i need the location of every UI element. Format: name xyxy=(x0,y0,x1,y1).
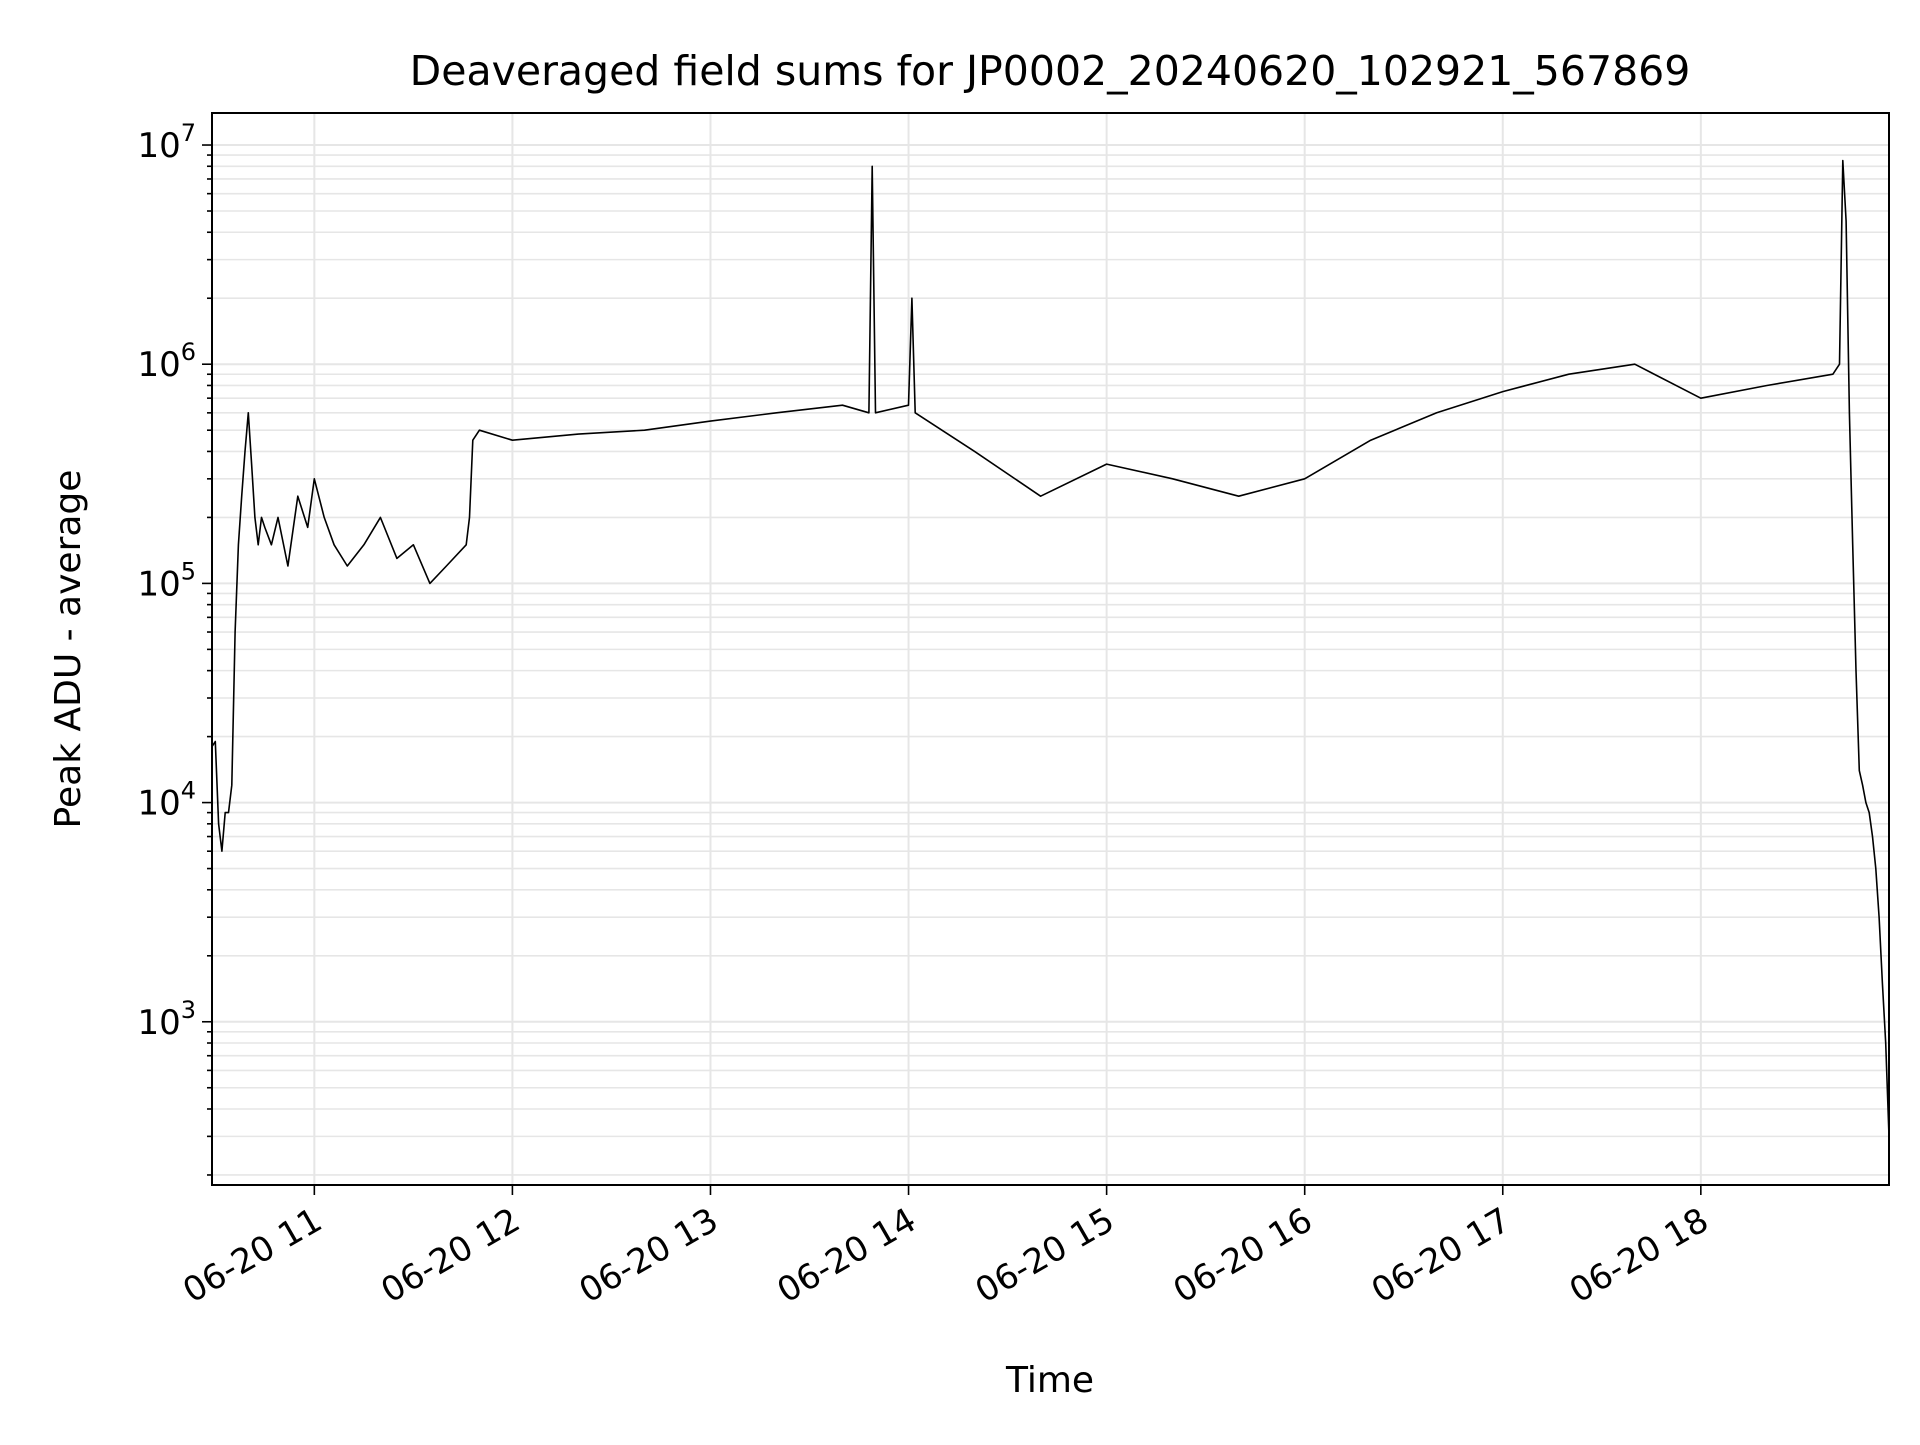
series-line xyxy=(211,159,1890,1137)
y-tick-exponent: 4 xyxy=(181,777,196,805)
y-tick-label: 107 xyxy=(137,119,196,166)
chart-title: Deaveraged field sums for JP0002_2024062… xyxy=(410,47,1691,95)
y-tick-exponent: 3 xyxy=(181,996,196,1024)
y-tick-label: 106 xyxy=(137,338,196,385)
y-tick-base: 10 xyxy=(137,1003,180,1043)
y-tick-label: 104 xyxy=(137,777,196,824)
y-tick-base: 10 xyxy=(137,564,180,604)
y-tick-base: 10 xyxy=(137,126,180,166)
y-tick-exponent: 5 xyxy=(181,557,196,585)
y-tick-label: 103 xyxy=(137,996,196,1043)
x-axis-label: Time xyxy=(1005,1360,1094,1401)
y-tick-base: 10 xyxy=(137,345,180,385)
y-tick-exponent: 6 xyxy=(181,338,196,366)
y-tick-exponent: 7 xyxy=(181,119,196,147)
grid-layer xyxy=(212,113,1889,1185)
y-axis-label: Peak ADU - average xyxy=(48,470,89,829)
y-tick-label: 105 xyxy=(137,557,196,604)
y-tick-base: 10 xyxy=(137,784,180,824)
